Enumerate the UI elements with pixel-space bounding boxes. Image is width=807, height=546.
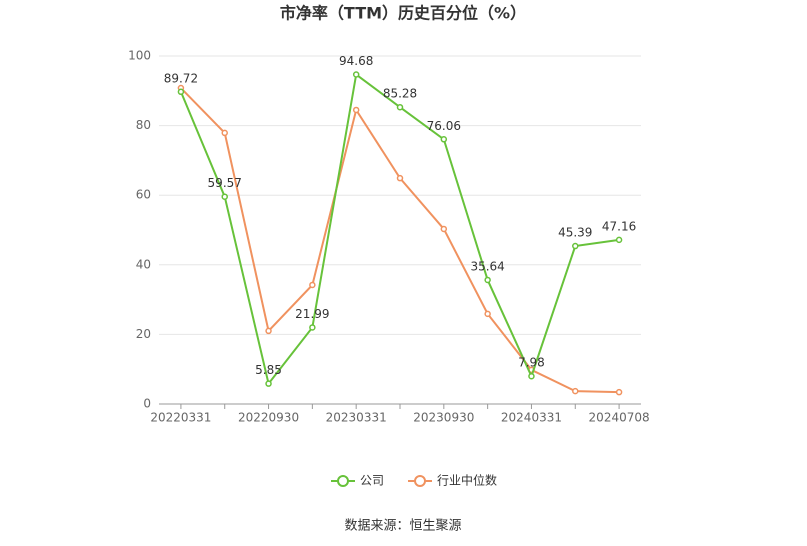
point (440, 136, 448, 143)
point (177, 88, 185, 96)
data-label: 7.98 (518, 356, 545, 370)
y-tick-label: 0 (143, 397, 151, 411)
point (265, 380, 272, 387)
point (396, 174, 404, 182)
point (615, 236, 623, 244)
point (615, 388, 623, 396)
x-tick-label: 20220930 (238, 411, 299, 425)
y-tick-label: 20 (136, 327, 151, 341)
point (352, 71, 360, 78)
legend-marker (337, 475, 349, 487)
x-tick-label: 20240708 (589, 411, 650, 425)
source: 数据来源：恒生聚源 (344, 519, 461, 534)
data-label: 5.85 (255, 363, 282, 377)
point (572, 242, 579, 250)
data-label: 76.06 (427, 119, 461, 133)
point (396, 103, 404, 111)
point (572, 387, 579, 395)
point (265, 327, 272, 335)
point (221, 193, 228, 200)
point (309, 324, 316, 331)
y-tick-label: 60 (136, 188, 151, 202)
legend-item: 公司 (331, 474, 384, 488)
data-label: 59.57 (208, 176, 242, 190)
legend-marker (414, 475, 427, 487)
point (484, 276, 491, 284)
point (221, 129, 228, 137)
series-line (180, 87, 620, 394)
x-tick-label: 20240331 (501, 411, 562, 425)
data-label: 21.99 (295, 307, 329, 321)
y-tick-label: 100 (128, 49, 151, 63)
point (440, 225, 448, 233)
data-label: 47.16 (602, 219, 636, 233)
point (528, 372, 535, 380)
data-label: 45.39 (558, 226, 592, 240)
data-label: 85.28 (383, 87, 417, 101)
x-tick-label: 20220331 (150, 411, 211, 425)
data-label: 89.72 (164, 71, 198, 85)
point (484, 310, 491, 318)
y-tick-label: 80 (136, 118, 151, 132)
point (309, 281, 316, 289)
data-label: 35.64 (470, 259, 504, 273)
legend-label: 行业中位数 (437, 473, 497, 488)
legend-item: 行业中位数 (408, 473, 497, 488)
legend-label: 公司 (360, 474, 384, 488)
point (352, 106, 360, 114)
x-tick-label: 20230331 (326, 411, 387, 425)
x-tick-label: 20230930 (413, 411, 474, 425)
y-tick-label: 40 (136, 257, 151, 271)
data-label: 94.68 (339, 54, 373, 68)
chart-title: 市净率（TTM）历史百分位（%） (280, 4, 526, 23)
